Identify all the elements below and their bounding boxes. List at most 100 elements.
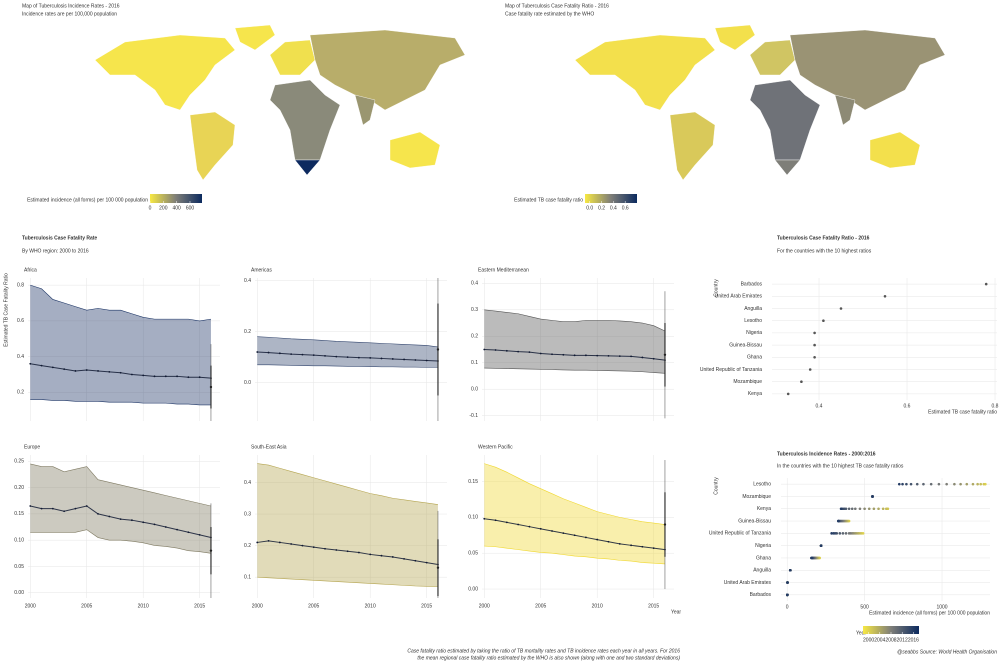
dot <box>897 482 901 486</box>
chart-title: Tuberculosis Incidence Rates - 2000:2016 <box>777 451 876 457</box>
mean-point <box>528 525 531 528</box>
mean-point <box>267 351 270 354</box>
mean-point <box>618 355 621 358</box>
dot <box>871 495 874 498</box>
mean-point <box>176 528 178 531</box>
mean-point <box>301 353 304 356</box>
mean-point <box>391 358 394 360</box>
mean-point <box>290 353 293 355</box>
dot <box>979 482 983 486</box>
y-tick-label: -0.1 <box>469 413 478 419</box>
x-tick-label: 2005 <box>308 603 319 609</box>
y-tick-label: United Arab Emirates <box>715 294 763 300</box>
dot <box>847 507 851 511</box>
upper-line <box>257 463 439 505</box>
dot <box>901 482 904 486</box>
mean-point <box>164 375 167 378</box>
x-tick-label: 2000 <box>252 603 263 609</box>
mean-point <box>551 353 553 356</box>
mean-point <box>176 375 178 378</box>
mean-point <box>652 547 655 550</box>
mean-point <box>596 354 599 357</box>
legend-gradient <box>863 626 919 634</box>
y-axis-label: Country <box>713 477 719 495</box>
dot <box>863 507 866 511</box>
mean-point <box>652 357 655 360</box>
upper-line <box>30 463 212 507</box>
mean-point <box>85 369 88 371</box>
mean-point <box>607 354 610 357</box>
dot <box>788 568 792 572</box>
y-tick-label: 0.0 <box>471 387 478 393</box>
map-title: Map of Tuberculosis Case Fatality Ratio … <box>505 3 609 9</box>
map-shapes <box>574 24 946 181</box>
mean-point <box>256 351 259 353</box>
upper-line <box>30 284 212 322</box>
x-tick-label: 2015 <box>194 603 205 609</box>
legend-tick-label: 2012 <box>897 637 908 643</box>
mean-point <box>131 519 133 522</box>
y-tick-label: 0.2 <box>244 543 251 549</box>
mean-point <box>187 531 190 534</box>
mean-point <box>97 370 99 372</box>
legend-title: Year <box>856 630 866 636</box>
dot <box>786 593 789 597</box>
mean-point <box>324 547 326 550</box>
mean-point <box>40 364 43 367</box>
lower-line <box>484 545 665 565</box>
y-tick-label: 0.3 <box>471 307 478 313</box>
mean-point <box>29 362 32 365</box>
x-axis-label: Year <box>671 609 681 615</box>
who-point <box>209 385 213 389</box>
mean-point <box>528 351 531 354</box>
x-tick-label: 0 <box>786 604 789 610</box>
who-point <box>663 353 667 356</box>
mean-point <box>358 356 360 359</box>
y-tick-label: 0.25 <box>14 459 24 465</box>
dot <box>929 482 933 486</box>
y-tick-label: Anguilla <box>744 306 762 312</box>
x-tick-label: 2010 <box>365 603 376 609</box>
mean-point <box>119 518 122 521</box>
mean-point <box>641 545 644 548</box>
x-tick-label: 2010 <box>138 603 149 609</box>
dot <box>854 507 857 511</box>
chart-subtitle: By WHO region: 2000 to 2016 <box>22 248 89 254</box>
mean-point <box>573 354 576 357</box>
y-tick-label: Barbados <box>750 592 772 598</box>
y-tick-label: 0.4 <box>244 278 251 284</box>
mean-point <box>505 349 508 352</box>
dot <box>813 331 816 335</box>
y-tick-label: 0.1 <box>244 574 251 580</box>
x-tick-label: 2010 <box>592 603 603 609</box>
mean-point <box>278 352 281 355</box>
mean-point <box>414 359 417 361</box>
y-tick-label: Mozambique <box>742 494 771 500</box>
mean-point <box>153 523 156 526</box>
map-subtitle: Case fatality rate estimated by the WHO <box>505 11 594 17</box>
legend-tick-label: 400 <box>172 205 181 211</box>
mean-point <box>607 540 610 543</box>
dot <box>971 482 975 486</box>
y-axis-label: Country <box>713 279 719 297</box>
mean-point <box>425 561 428 564</box>
band-fill <box>484 309 665 374</box>
y-tick-label: 0.4 <box>17 354 24 360</box>
y-tick-label: Anguilla <box>753 568 771 574</box>
mean-point <box>51 507 54 510</box>
dot <box>881 507 885 511</box>
mean-point <box>562 532 565 535</box>
chart-subtitle: For the countries with the 10 highest ra… <box>777 248 872 254</box>
y-tick-label: 0.00 <box>14 590 24 596</box>
dot <box>844 532 848 535</box>
mean-point <box>585 354 587 357</box>
y-tick-label: 0.05 <box>14 564 24 570</box>
upper-line <box>484 463 666 525</box>
y-tick-label: 0.2 <box>17 390 24 396</box>
mean-point <box>51 366 54 369</box>
map-subtitle: Incidence rates are per 100,000 populati… <box>22 11 117 17</box>
mean-point <box>483 517 486 520</box>
x-tick-label: 1000 <box>936 604 947 610</box>
x-axis-label: Estimated incidence (all forms) per 100 … <box>869 610 990 616</box>
panel-title: Americas <box>251 267 272 273</box>
